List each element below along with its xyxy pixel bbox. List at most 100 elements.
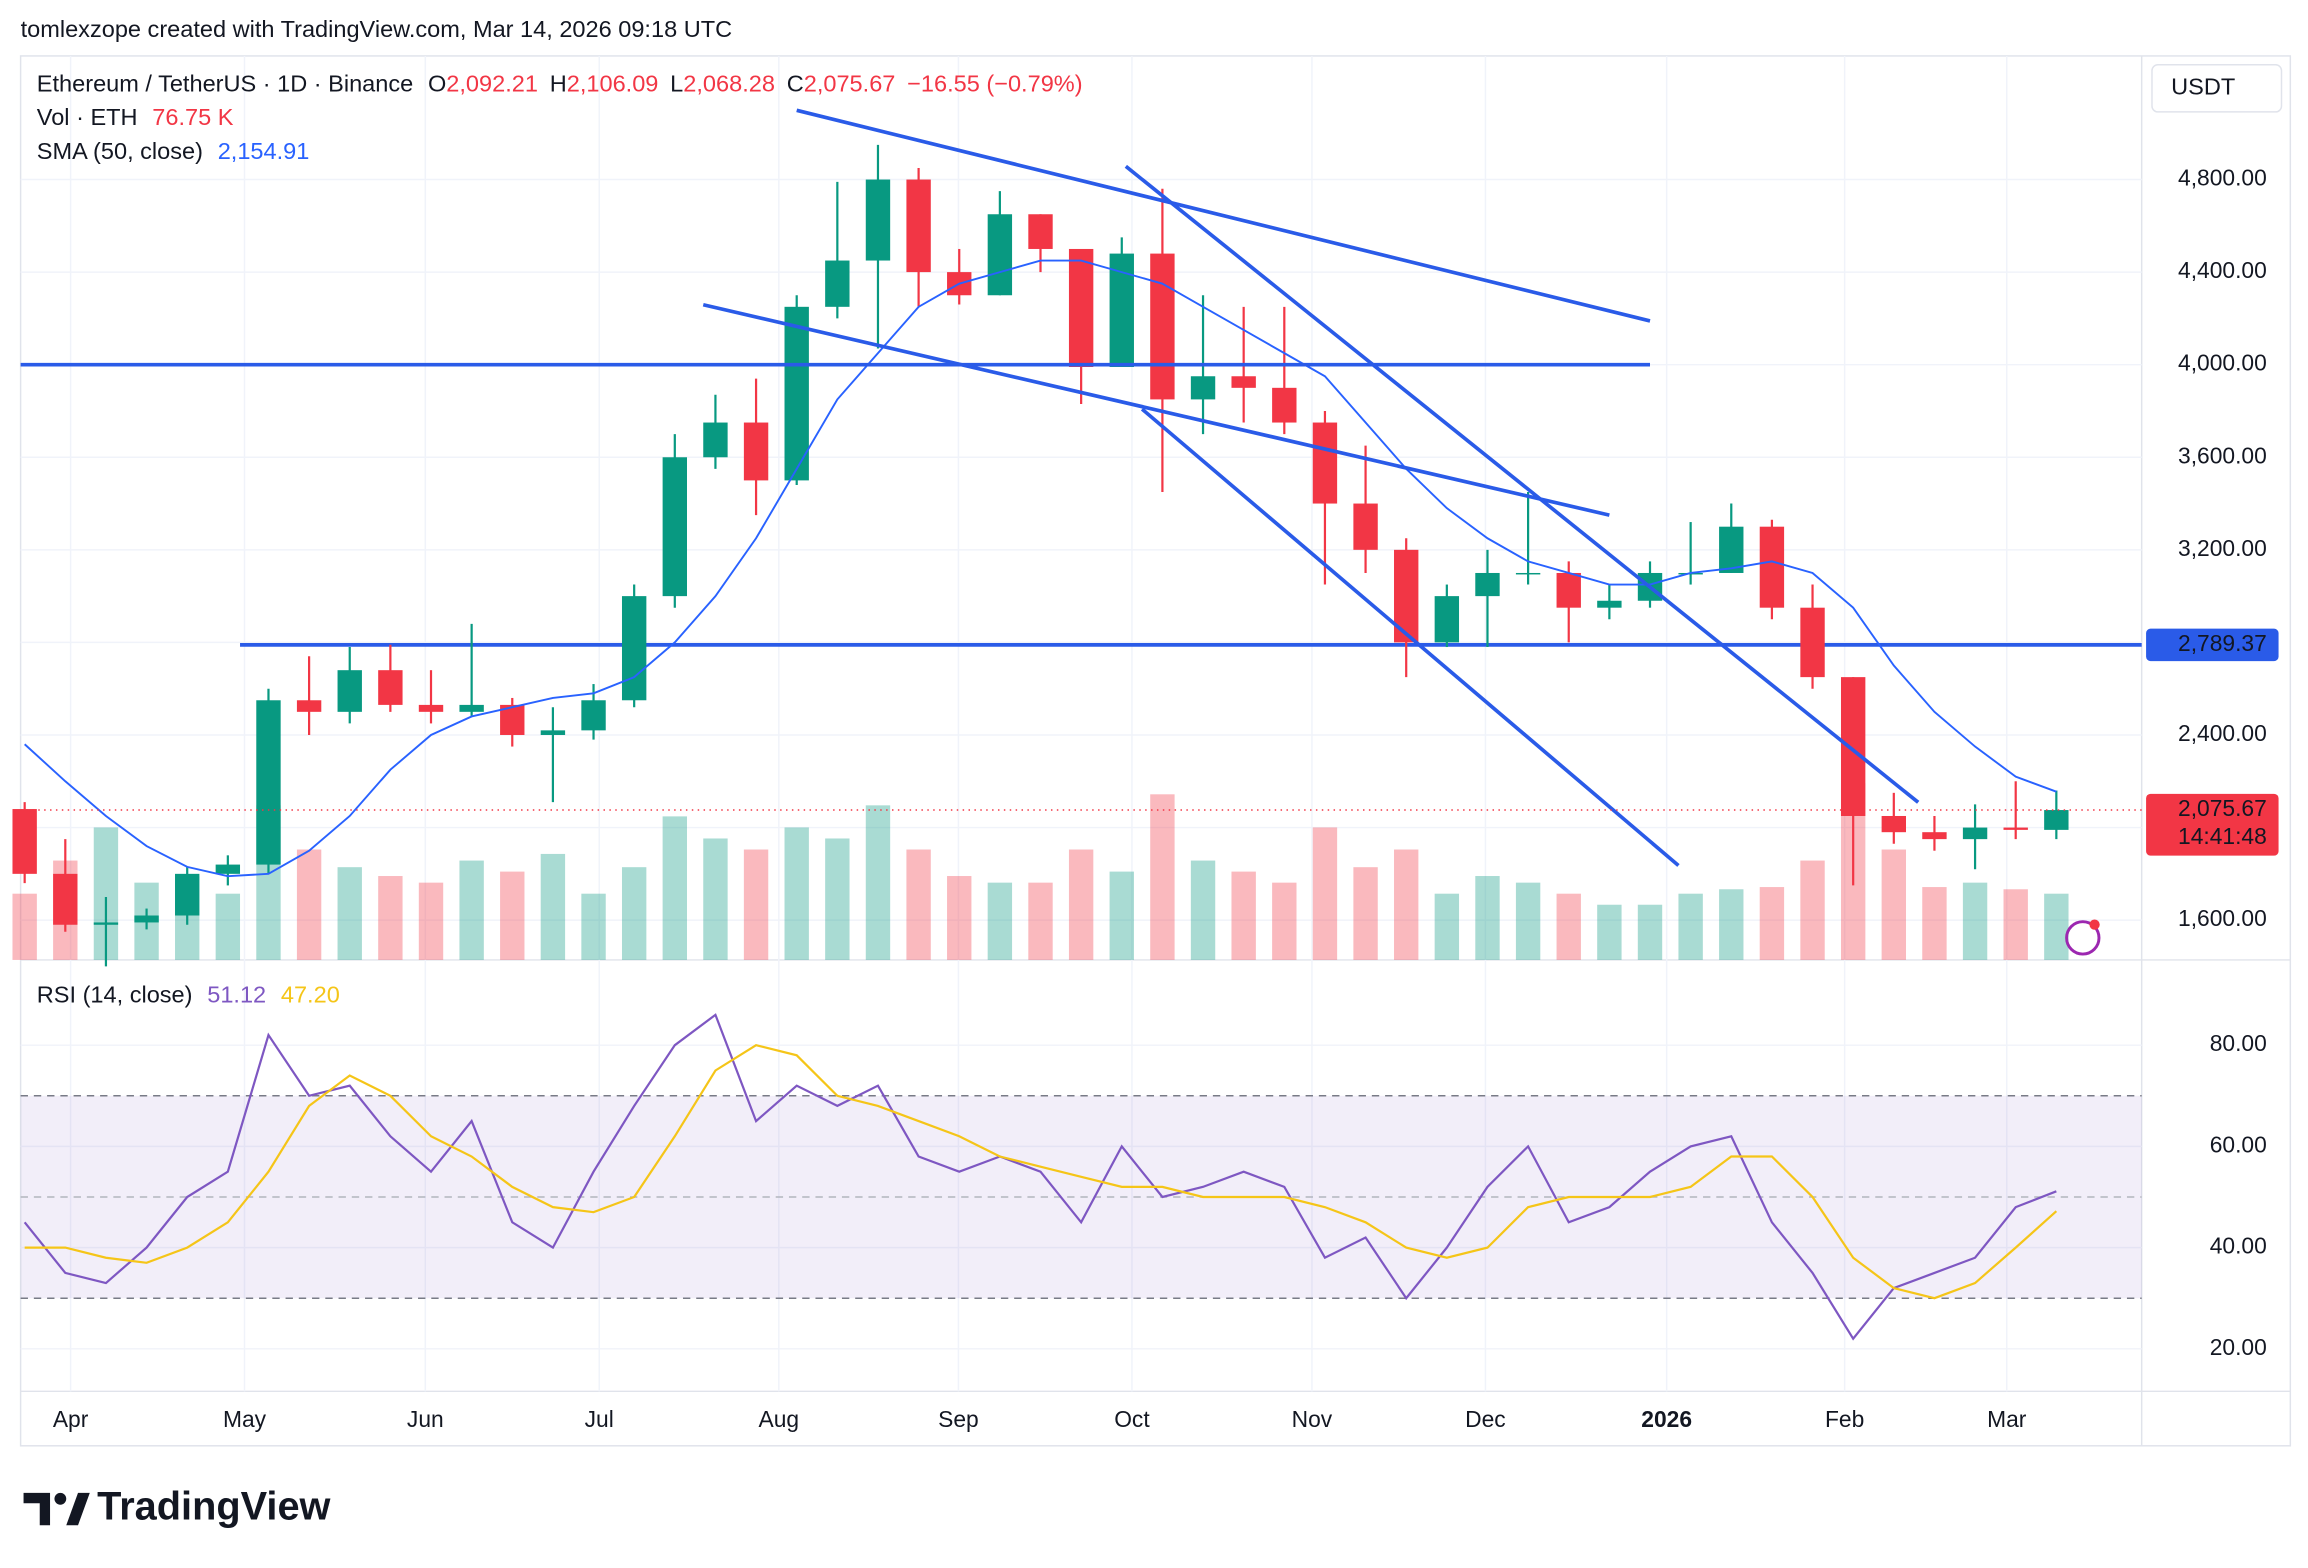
candle-body: [581, 700, 606, 731]
x-tick-label: Apr: [53, 1406, 89, 1432]
logo: TradingView: [97, 1485, 330, 1529]
rsi-tick-label: 60.00: [2210, 1131, 2267, 1157]
volume-bar: [581, 893, 606, 960]
rsi-tick-label: 20.00: [2210, 1334, 2267, 1360]
y-tick-label: 4,400.00: [2178, 257, 2267, 283]
ohlc-key: H: [550, 71, 567, 97]
candle-body: [825, 260, 850, 307]
volume-bar: [1475, 876, 1500, 960]
level-label-box: [2146, 628, 2279, 662]
candle-body: [1597, 600, 1622, 608]
sma-line: [24, 259, 2057, 878]
candle-body: [53, 873, 78, 925]
candle-body: [256, 700, 281, 865]
candle-body: [1272, 387, 1297, 423]
rsi-legend: RSI (14, close) 51.12 47.20: [37, 982, 340, 1008]
volume-bar: [621, 867, 647, 960]
symbol-legend: Ethereum / TetherUS · 1D · Binance O2,092…: [37, 71, 1083, 97]
candle-body: [1231, 376, 1256, 388]
trend-line: [796, 108, 1651, 323]
volume-bar: [500, 871, 525, 960]
volume-bar: [1881, 849, 1906, 960]
ohlc-value: 2,068.28: [683, 71, 775, 97]
candle-body: [743, 422, 769, 481]
candle-body: [296, 700, 322, 712]
volume-bar: [1190, 860, 1216, 960]
y-tick-label: 1,600.00: [2178, 905, 2267, 931]
ohlc-value: 2,092.21: [446, 71, 538, 97]
candle-body: [1759, 526, 1785, 608]
y-tick-label: 3,200.00: [2178, 535, 2267, 561]
logo-mark: [23, 1492, 90, 1526]
candle-body: [1475, 572, 1500, 597]
candle-body: [703, 422, 728, 458]
volume-bar: [1678, 893, 1703, 960]
x-tick-label: Nov: [1292, 1406, 1333, 1432]
volume-legend: Vol · ETH 76.75 K: [37, 104, 234, 130]
candle-body: [378, 670, 403, 705]
currency-box[interactable]: [2151, 64, 2283, 113]
candle-body: [621, 596, 647, 701]
volume-bar: [337, 867, 362, 960]
volume-bar: [1231, 871, 1256, 960]
volume-bar: [1962, 882, 1988, 960]
volume-bar: [743, 849, 769, 960]
volume-bar: [1353, 867, 1378, 960]
volume-name: Vol · ETH: [37, 104, 138, 130]
candle-body: [1515, 572, 1541, 575]
candle-body: [1719, 526, 1744, 573]
candle-body: [1190, 376, 1216, 400]
x-tick-label: Aug: [759, 1406, 800, 1432]
volume-bar: [1312, 827, 1338, 960]
x-tick-label: Oct: [1114, 1406, 1150, 1432]
candle-body: [1840, 677, 1866, 816]
volume-bar: [378, 876, 403, 960]
volume-bar: [1434, 893, 1460, 960]
candle-body: [1150, 253, 1175, 400]
volume-bar: [2003, 889, 2028, 960]
candle-body: [784, 306, 809, 481]
volume-bar: [906, 849, 931, 960]
y-tick-label: 4,000.00: [2178, 350, 2267, 376]
candle-body: [134, 915, 159, 923]
trend-line: [702, 302, 1610, 517]
plot: [12, 108, 2142, 1341]
candle-body: [1922, 832, 1947, 840]
candle-body: [1556, 572, 1581, 608]
countdown: 14:41:48: [2178, 823, 2267, 849]
candle-body: [987, 214, 1013, 296]
x-tick-label: Mar: [1987, 1406, 2027, 1432]
level-label: 2,789.37: [2178, 630, 2267, 656]
x-tick-label: Feb: [1825, 1406, 1864, 1432]
candle-body: [1028, 214, 1053, 249]
last-price-box: [2146, 793, 2279, 856]
candle-body: [1353, 503, 1378, 550]
alert-icon[interactable]: [2065, 920, 2101, 956]
volume-bar: [703, 838, 728, 960]
volume-bar: [865, 805, 891, 960]
candle-body: [337, 670, 362, 712]
rsi-value: 51.12: [207, 982, 266, 1008]
volume-bar: [947, 876, 972, 960]
attribution: tomlexzope created with TradingView.com,…: [21, 16, 732, 42]
volume-bar: [296, 849, 322, 960]
volume-bar: [418, 882, 444, 960]
volume-bar: [1150, 794, 1175, 960]
candle-body: [2003, 827, 2028, 830]
symbol: Ethereum / TetherUS · 1D · Binance: [37, 71, 413, 97]
change: −16.55 (−0.79%): [907, 71, 1082, 97]
ohlc-key: L: [670, 71, 683, 97]
candle-body: [175, 873, 200, 916]
currency[interactable]: USDT: [2171, 74, 2235, 100]
x-tick-label: May: [223, 1406, 267, 1432]
candle-body: [865, 179, 891, 261]
rsi-name: RSI (14, close): [37, 982, 193, 1008]
volume-bar: [540, 853, 566, 960]
candle-body: [459, 704, 484, 712]
volume-bar: [215, 893, 241, 960]
rsi-ma-value: 47.20: [281, 982, 340, 1008]
sma-name: SMA (50, close): [37, 138, 203, 164]
